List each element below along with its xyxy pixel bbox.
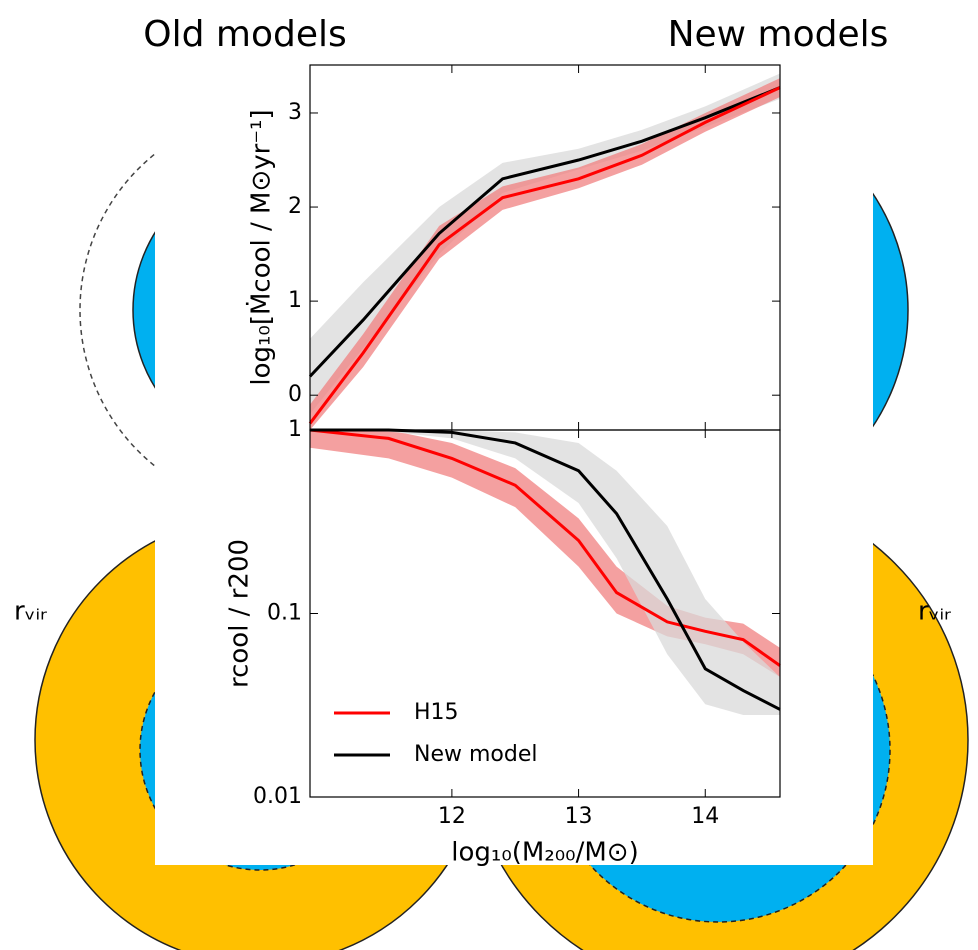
y-tick-label: 0.1 bbox=[267, 601, 302, 626]
x-tick-label: 14 bbox=[691, 804, 719, 829]
x-tick-label: 12 bbox=[438, 804, 466, 829]
legend-label: H15 bbox=[414, 700, 459, 725]
page: Old models New models rᵥᵢᵣ rᵥᵢᵣ 0123log₁… bbox=[0, 0, 978, 950]
x-axis-label: log₁₀(M₂₀₀/M⊙) bbox=[451, 838, 638, 868]
y-tick-label: 2 bbox=[288, 194, 302, 219]
x-tick-label: 13 bbox=[565, 804, 593, 829]
figure: Old models New models rᵥᵢᵣ rᵥᵢᵣ 0123log₁… bbox=[0, 0, 978, 950]
y-axis-label: log₁₀[Ṁcool / M⊙yr⁻¹] bbox=[245, 109, 277, 385]
rvir-label: rᵥᵢᵣ bbox=[14, 597, 47, 627]
y-tick-label: 3 bbox=[288, 100, 302, 125]
legend-label: New model bbox=[414, 742, 537, 767]
y-tick-label: 0.01 bbox=[253, 784, 302, 809]
rvir-label: rᵥᵢᵣ bbox=[918, 597, 951, 627]
y-axis-label: rcool / r200 bbox=[225, 539, 255, 688]
y-tick-label: 1 bbox=[288, 288, 302, 313]
y-tick-label: 1 bbox=[288, 417, 302, 442]
y-tick-label: 0 bbox=[288, 382, 302, 407]
